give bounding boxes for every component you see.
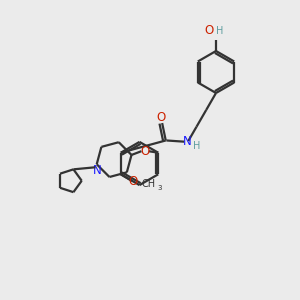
Text: O: O: [156, 111, 165, 124]
Text: O: O: [129, 175, 138, 188]
Text: N: N: [93, 164, 102, 177]
Text: 3: 3: [158, 185, 162, 191]
Text: O: O: [205, 24, 214, 37]
Text: CH: CH: [142, 179, 156, 189]
Text: O: O: [140, 145, 150, 158]
Text: H: H: [216, 26, 223, 36]
Text: H: H: [193, 142, 200, 152]
Text: N: N: [182, 135, 191, 148]
